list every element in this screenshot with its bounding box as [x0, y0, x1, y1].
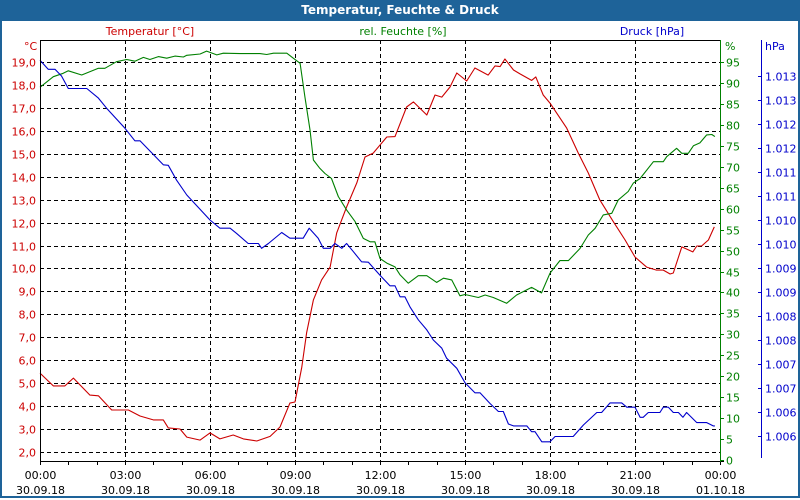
humidity-tick-label: 70: [726, 162, 740, 175]
pressure-tick-label: 1.006: [765, 431, 797, 444]
temperature-tick-label: 6,0: [19, 355, 37, 368]
x-tick-date-label: 30.09.18: [526, 484, 575, 497]
temperature-tick-label: 4,0: [19, 401, 37, 414]
x-tick-date-label: 30.09.18: [611, 484, 660, 497]
humidity-tick-label: 95: [726, 57, 740, 70]
pressure-tick-label: 1.011: [765, 191, 797, 204]
temperature-tick-label: 19,0: [12, 57, 37, 70]
temperature-axis-title: Temperatur [°C]: [105, 25, 194, 38]
x-tick-time-label: 21:00: [620, 469, 652, 482]
series-group: [39, 50, 716, 443]
x-tick-date-label: 30.09.18: [441, 484, 490, 497]
pressure-tick-label: 1.009: [765, 263, 797, 276]
pressure-axis-title: Druck [hPa]: [620, 25, 684, 38]
temperature-tick-label: 5,0: [19, 378, 37, 391]
humidity-tick-label: 55: [726, 225, 740, 238]
pressure-tick-label: 1.007: [765, 359, 797, 372]
humidity-tick-label: 45: [726, 267, 740, 280]
x-tick-time-label: 00:00: [25, 469, 57, 482]
grid: [40, 40, 720, 461]
temperature-tick-label: 18,0: [12, 80, 37, 93]
temperature-tick-label: 3,0: [19, 424, 37, 437]
humidity-tick-label: 60: [726, 204, 740, 217]
temperature-series-line: [39, 58, 715, 442]
temperature-unit-label: °C: [24, 40, 38, 53]
x-tick-date-label: 30.09.18: [16, 484, 65, 497]
pressure-tick-label: 1.013: [765, 71, 797, 84]
temperature-tick-label: 7,0: [19, 332, 37, 345]
x-tick-time-label: 09:00: [280, 469, 312, 482]
temperature-tick-label: 9,0: [19, 286, 37, 299]
humidity-tick-label: 85: [726, 99, 740, 112]
temperature-tick-label: 17,0: [12, 103, 37, 116]
pressure-tick-label: 1.009: [765, 287, 797, 300]
humidity-tick-label: 80: [726, 120, 740, 133]
temperature-tick-label: 2,0: [19, 447, 37, 460]
pressure-tick-label: 1.008: [765, 335, 797, 348]
humidity-tick-label: 15: [726, 392, 740, 405]
pressure-tick-label: 1.010: [765, 215, 797, 228]
pressure-tick-label: 1.012: [765, 143, 797, 156]
humidity-series-line: [39, 50, 716, 304]
x-tick-date-label: 30.09.18: [101, 484, 150, 497]
temperature-tick-label: 15,0: [12, 149, 37, 162]
pressure-tick-label: 1.011: [765, 167, 797, 180]
pressure-tick-label: 1.007: [765, 383, 797, 396]
humidity-tick-label: 35: [726, 308, 740, 321]
humidity-tick-label: 65: [726, 183, 740, 196]
temperature-tick-label: 16,0: [12, 126, 37, 139]
humidity-tick-label: 10: [726, 413, 740, 426]
x-tick-date-label: 30.09.18: [271, 484, 320, 497]
axes: 19,0 18,0 17,0 16,0 15,0 14,0 13,0 12,0 11,0 10,0…: [12, 40, 797, 497]
x-tick-date-label: 30.09.18: [186, 484, 235, 497]
humidity-tick-label: 5: [726, 434, 733, 447]
temperature-tick-label: 8,0: [19, 309, 37, 322]
window-title: Temperatur, Feuchte & Druck: [2, 0, 798, 21]
pressure-tick-label: 1.012: [765, 119, 797, 132]
temperature-tick-label: 11,0: [12, 241, 37, 254]
x-tick-time-label: 03:00: [110, 469, 142, 482]
x-tick-date-label: 30.09.18: [356, 484, 405, 497]
temperature-tick-label: 14,0: [12, 172, 37, 185]
pressure-tick-label: 1.013: [765, 95, 797, 108]
humidity-unit-label: %: [725, 40, 735, 53]
pressure-tick-label: 1.006: [765, 407, 797, 420]
x-tick-time-label: 00:00: [705, 469, 737, 482]
temperature-tick-label: 13,0: [12, 195, 37, 208]
pressure-series-line: [39, 59, 715, 443]
temperature-tick-label: 10,0: [12, 263, 37, 276]
humidity-axis-title: rel. Feuchte [%]: [359, 25, 446, 38]
pressure-tick-label: 1.008: [765, 311, 797, 324]
temperature-tick-label: 12,0: [12, 218, 37, 231]
x-tick-time-label: 12:00: [365, 469, 397, 482]
humidity-tick-label: 25: [726, 350, 740, 363]
humidity-tick-label: 20: [726, 371, 740, 384]
humidity-tick-label: 30: [726, 329, 740, 342]
x-tick-time-label: 06:00: [195, 469, 227, 482]
humidity-tick-label: 75: [726, 141, 740, 154]
pressure-unit-label: hPa: [765, 40, 785, 53]
x-tick-time-label: 15:00: [450, 469, 482, 482]
pressure-tick-label: 1.010: [765, 239, 797, 252]
humidity-tick-label: 90: [726, 78, 740, 91]
humidity-tick-label: 40: [726, 287, 740, 300]
humidity-tick-label: 0: [726, 455, 733, 468]
x-tick-time-label: 18:00: [535, 469, 567, 482]
x-tick-date-label: 01.10.18: [696, 484, 745, 497]
humidity-tick-label: 50: [726, 246, 740, 259]
